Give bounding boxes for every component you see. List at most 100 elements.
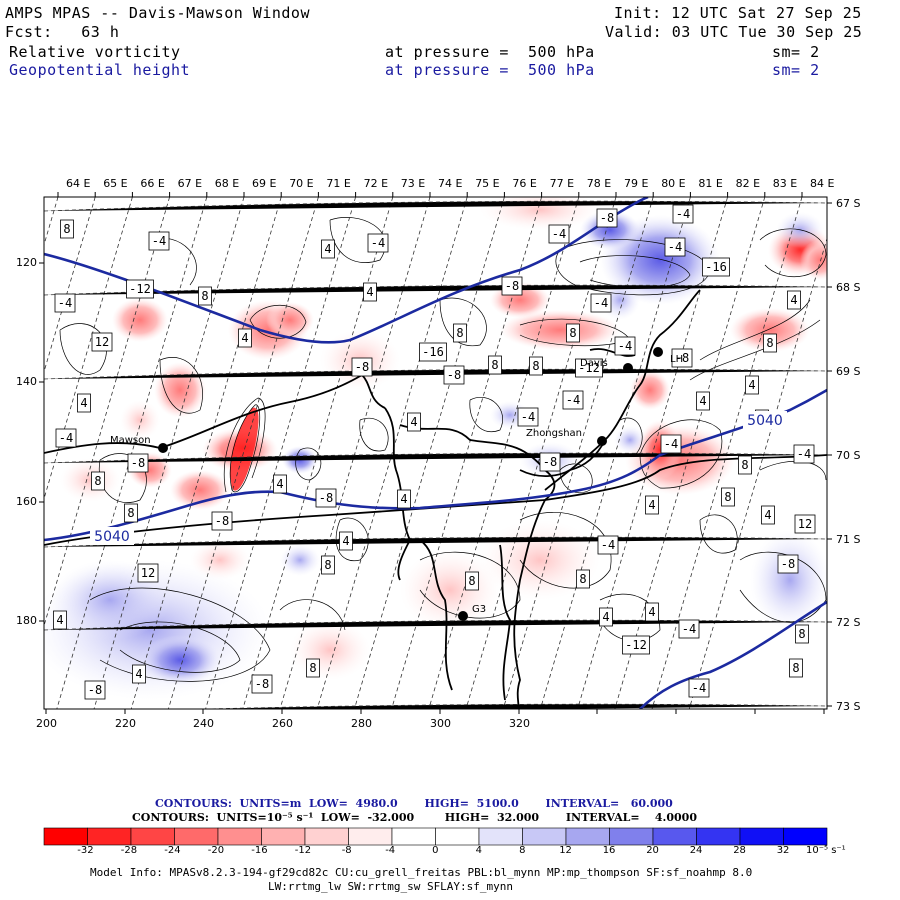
svg-text:8: 8 bbox=[491, 358, 498, 372]
svg-text:-8: -8 bbox=[600, 211, 614, 225]
svg-text:-4: -4 bbox=[521, 410, 535, 424]
svg-text:4: 4 bbox=[56, 613, 63, 627]
vorticity-contour-info: CONTOURS: UNITS=10⁻⁵ s⁻¹ LOW= -32.000 HI… bbox=[132, 811, 697, 824]
top-longitude-label: 77 E bbox=[549, 177, 575, 190]
color-bar-tick-label: 16 bbox=[602, 845, 616, 856]
top-longitude-label: 75 E bbox=[475, 177, 500, 190]
vorticity-label: -4 bbox=[562, 390, 584, 410]
station-lh: LH bbox=[653, 347, 683, 365]
color-bar-swatch bbox=[783, 827, 828, 846]
svg-text:-4: -4 bbox=[797, 447, 811, 461]
vorticity-label: -4 bbox=[148, 231, 170, 251]
vorticity-label: -8 bbox=[351, 357, 373, 377]
svg-text:4: 4 bbox=[410, 415, 417, 429]
vorticity-label: 8 bbox=[576, 569, 590, 589]
right-latitude-label: 73 S bbox=[836, 700, 861, 713]
right-latitude-label: 72 S bbox=[836, 616, 861, 629]
color-bar-swatch bbox=[217, 827, 262, 846]
svg-text:8: 8 bbox=[201, 289, 208, 303]
field2-name: Geopotential height bbox=[9, 61, 191, 79]
vorticity-label: 8 bbox=[795, 624, 809, 644]
vorticity-label: -16 bbox=[702, 257, 730, 277]
map-frame bbox=[43, 196, 828, 710]
vorticity-label: 8 bbox=[738, 455, 752, 475]
svg-text:8: 8 bbox=[766, 336, 773, 350]
vorticity-label: 4 bbox=[645, 495, 659, 515]
left-axis-label: 140 bbox=[16, 375, 37, 388]
color-bar-tick-label: 20 bbox=[646, 845, 659, 856]
color-bar-swatch bbox=[261, 827, 306, 846]
vorticity-label: -8 bbox=[443, 365, 465, 385]
color-bar-tick-label: -28 bbox=[120, 845, 138, 856]
vorticity-label: 4 bbox=[273, 474, 287, 494]
svg-text:-8: -8 bbox=[131, 456, 145, 470]
color-bar-swatch bbox=[348, 827, 393, 846]
color-bar-units: 10⁻⁵ s⁻¹ bbox=[806, 845, 846, 856]
color-bar-tick-label: 28 bbox=[733, 845, 746, 856]
svg-text:12: 12 bbox=[95, 335, 109, 349]
svg-text:-12: -12 bbox=[129, 282, 151, 296]
svg-text:-4: -4 bbox=[664, 437, 678, 451]
vorticity-label: 12 bbox=[137, 563, 159, 583]
vorticity-label: -4 bbox=[664, 237, 686, 257]
svg-text:4: 4 bbox=[342, 534, 349, 548]
svg-text:-8: -8 bbox=[447, 368, 461, 382]
color-bar-tick-label: 0 bbox=[432, 845, 439, 856]
vorticity-label: 4 bbox=[407, 412, 421, 432]
top-longitude-label: 79 E bbox=[624, 177, 649, 190]
vorticity-label: -8 bbox=[671, 348, 693, 368]
svg-text:-4: -4 bbox=[59, 431, 73, 445]
svg-text:-4: -4 bbox=[668, 240, 682, 254]
field2-smoothing: sm= 2 bbox=[772, 61, 820, 79]
svg-text:-8: -8 bbox=[215, 514, 229, 528]
svg-text:4: 4 bbox=[764, 508, 771, 522]
right-latitude-label: 68 S bbox=[836, 281, 861, 294]
svg-text:-8: -8 bbox=[355, 360, 369, 374]
svg-text:LH: LH bbox=[670, 354, 683, 365]
color-bar-swatch bbox=[739, 827, 784, 846]
top-longitude-label: 65 E bbox=[103, 177, 128, 190]
svg-text:-8: -8 bbox=[319, 491, 333, 505]
svg-text:4: 4 bbox=[135, 667, 142, 681]
svg-text:-4: -4 bbox=[618, 339, 632, 353]
top-longitude-label: 72 E bbox=[363, 177, 389, 190]
vorticity-label: 8 bbox=[465, 571, 479, 591]
station-davis: Davis bbox=[580, 358, 633, 373]
color-bar-tick-label: 12 bbox=[559, 845, 572, 856]
top-longitude-label: 78 E bbox=[586, 177, 612, 190]
vorticity-label: -16 bbox=[419, 342, 447, 362]
svg-text:8: 8 bbox=[798, 627, 805, 641]
top-longitude-label: 73 E bbox=[400, 177, 426, 190]
vorticity-label: 4 bbox=[787, 290, 801, 310]
bottom-axis-label: 240 bbox=[193, 717, 214, 730]
vorticity-label: 8 bbox=[566, 323, 580, 343]
vorticity-label: -8 bbox=[501, 276, 523, 296]
vorticity-label: 8 bbox=[529, 356, 543, 376]
svg-text:-8: -8 bbox=[543, 455, 557, 469]
vorticity-label: 8 bbox=[91, 471, 105, 491]
color-bar-tick-label: 24 bbox=[689, 845, 703, 856]
vorticity-label: -12 bbox=[622, 635, 650, 655]
color-bar-swatch bbox=[87, 827, 132, 846]
svg-text:-16: -16 bbox=[422, 345, 444, 359]
svg-text:8: 8 bbox=[741, 458, 748, 472]
vorticity-label: -8 bbox=[211, 511, 233, 531]
right-latitude-label: 70 S bbox=[836, 449, 861, 462]
svg-text:8: 8 bbox=[309, 661, 316, 675]
model-info-line2: LW:rrtmg_lw SW:rrtmg_sw SFLAY:sf_mynn bbox=[268, 880, 514, 893]
svg-text:8: 8 bbox=[532, 359, 539, 373]
svg-text:-12: -12 bbox=[625, 638, 647, 652]
top-longitude-label: 67 E bbox=[177, 177, 203, 190]
svg-text:8: 8 bbox=[468, 574, 475, 588]
svg-text:-4: -4 bbox=[371, 236, 385, 250]
vorticity-label: -12 bbox=[126, 279, 154, 299]
svg-text:-4: -4 bbox=[152, 234, 166, 248]
vorticity-label: -4 bbox=[55, 428, 77, 448]
vorticity-label: -4 bbox=[678, 619, 700, 639]
vorticity-label: 12 bbox=[794, 514, 816, 534]
top-longitude-label: 69 E bbox=[252, 177, 277, 190]
bottom-axis-label: 280 bbox=[351, 717, 372, 730]
vorticity-label: 8 bbox=[721, 487, 735, 507]
init-time: Init: 12 UTC Sat 27 Sep 25 bbox=[614, 4, 862, 22]
svg-text:12: 12 bbox=[141, 566, 155, 580]
